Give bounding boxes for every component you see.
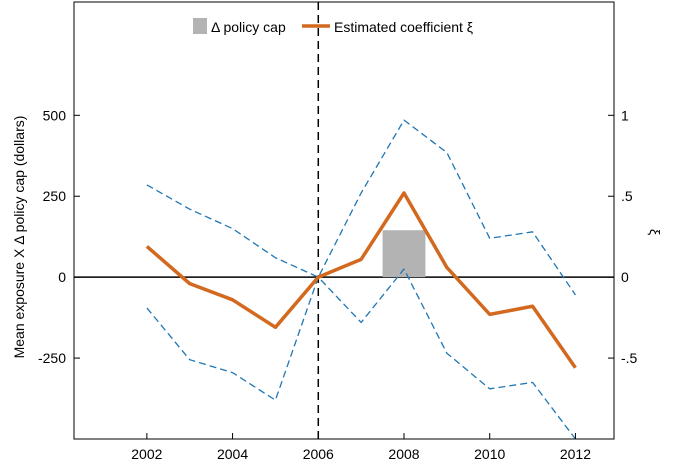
x-tick-label: 2010 [474,446,505,462]
x-tick-label: 2002 [131,446,162,462]
y-tick-label: 500 [43,107,67,123]
y-axis-right: -.5 0 .5 1 [608,107,638,366]
legend-label-policy-cap: Δ policy cap [211,19,286,35]
y2-tick-label: 1 [621,107,629,123]
y-tick-label: 250 [43,188,67,204]
y2-tick-label: 0 [621,269,629,285]
y-tick-label: 0 [58,269,66,285]
legend-swatch-policy-cap [193,18,207,34]
x-tick-label: 2006 [303,446,334,462]
legend: Δ policy cap Estimated coefficient ξ [193,18,473,35]
x-tick-label: 2004 [217,446,248,462]
x-axis: 2002 2004 2006 2008 2010 2012 [131,433,591,462]
y-axis-left: -250 0 250 500 [38,107,80,366]
y2-axis-title: ξ [647,229,663,235]
y-axis-title: Mean exposure X Δ policy cap (dollars) [11,116,27,359]
lines-layer [145,119,577,440]
x-tick-label: 2008 [388,446,419,462]
plot-frame [73,1,615,440]
legend-label-coefficient: Estimated coefficient ξ [334,19,473,35]
coefficient-line [145,191,577,369]
y-tick-label: -250 [38,350,66,366]
y2-tick-label: -.5 [621,350,638,366]
ci-line-2 [146,268,576,440]
x-tick-label: 2012 [560,446,591,462]
ci-line-1 [146,119,576,296]
y2-tick-label: .5 [621,188,633,204]
